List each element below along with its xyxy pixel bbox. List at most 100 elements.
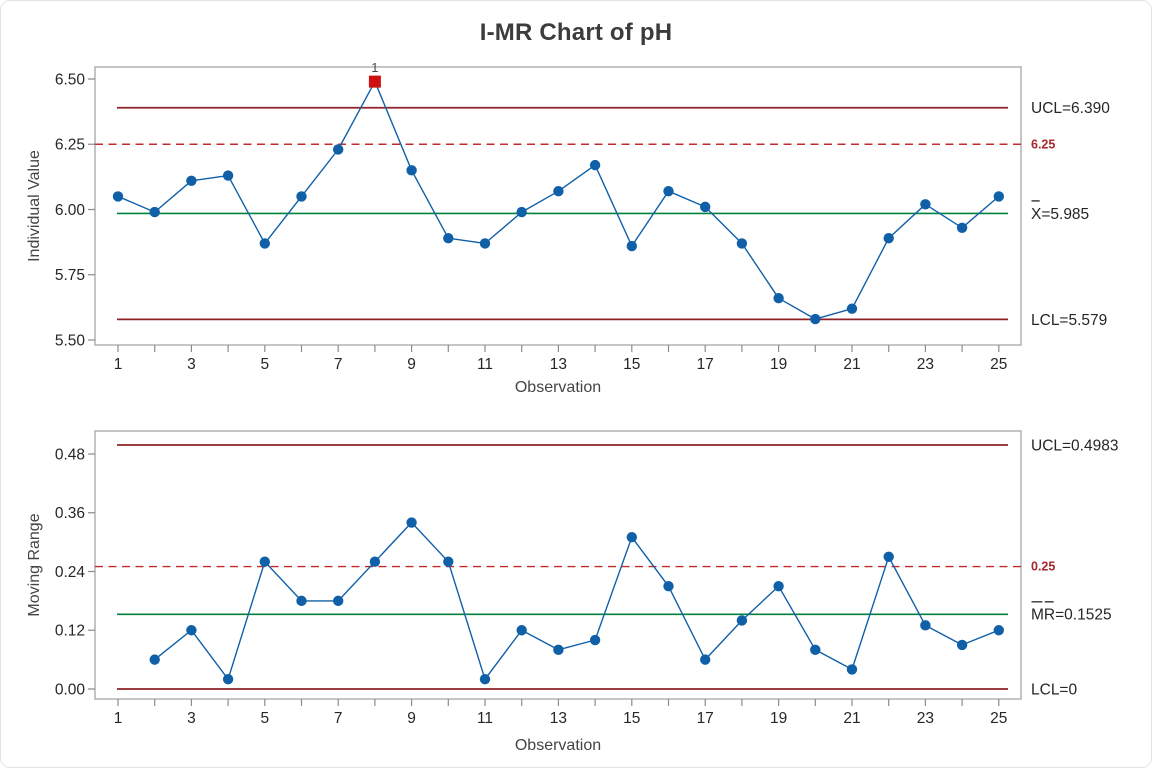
x-tick-label: 25 <box>990 356 1007 373</box>
x-tick-label: 17 <box>697 710 714 727</box>
data-point <box>773 293 784 304</box>
x-tick-label: 11 <box>477 356 493 373</box>
data-point <box>700 654 711 665</box>
data-point <box>810 313 821 325</box>
lcl-label: LCL=5.579 <box>1031 312 1107 329</box>
data-point <box>553 644 564 656</box>
x-tick-label: 15 <box>623 356 640 373</box>
data-point <box>222 170 234 181</box>
x-tick-label: 1 <box>114 710 123 727</box>
data-point <box>589 159 601 171</box>
data-point <box>222 674 234 685</box>
x-axis-title: Observation <box>515 379 601 396</box>
center-line-label: MR=0.1525 <box>1031 607 1112 624</box>
data-point <box>736 615 748 626</box>
x-tick-label: 17 <box>697 356 714 373</box>
x-tick-label: 21 <box>843 356 860 373</box>
data-point <box>846 303 858 314</box>
x-tick-label: 1 <box>114 356 123 373</box>
data-point <box>406 165 417 176</box>
data-point <box>479 238 491 249</box>
x-tick-label: 19 <box>770 356 787 373</box>
data-point <box>516 206 527 218</box>
data-point <box>369 556 381 567</box>
x-tick-label: 23 <box>917 710 934 727</box>
x-tick-label: 5 <box>260 356 269 373</box>
data-point <box>663 186 674 197</box>
moving-range-chart: 0.480.360.240.120.001 3 5 7 9 11 13 15 17 19 21 23 2… <box>26 430 1118 754</box>
data-point <box>186 175 197 186</box>
data-point <box>700 201 711 213</box>
y-tick-label: 6.25 <box>55 137 85 154</box>
data-point <box>883 233 894 244</box>
y-tick-label: 6.00 <box>55 202 86 219</box>
data-point <box>846 664 858 675</box>
y-tick-label: 0.36 <box>55 505 85 522</box>
data-point <box>810 644 821 656</box>
x-tick-label: 13 <box>550 710 567 727</box>
data-point <box>956 222 968 233</box>
data-point <box>736 238 748 249</box>
data-point <box>296 595 307 607</box>
data-point <box>663 580 674 592</box>
spec-limit-label: 0.25 <box>1031 560 1055 574</box>
x-tick-label: 13 <box>550 356 567 373</box>
y-tick-label: 0.48 <box>55 446 85 463</box>
ucl-label: UCL=0.4983 <box>1031 437 1118 454</box>
data-point <box>553 186 564 197</box>
data-point <box>589 634 601 646</box>
y-tick-label: 5.75 <box>55 267 85 284</box>
chart-title: I-MR Chart of pH <box>479 19 673 46</box>
data-series-line <box>117 80 1000 320</box>
data-point <box>920 199 931 210</box>
data-point <box>920 620 931 631</box>
y-tick-label: 5.50 <box>55 332 86 349</box>
x-tick-label: 11 <box>477 710 493 727</box>
data-series-line <box>154 521 1000 680</box>
y-tick-label: 0.00 <box>55 681 86 698</box>
data-point <box>259 556 270 567</box>
data-point <box>883 551 894 563</box>
x-tick-label: 25 <box>990 710 1007 727</box>
x-tick-label: 3 <box>187 710 196 727</box>
x-tick-label: 9 <box>407 710 416 727</box>
data-point <box>333 595 344 607</box>
center-line-label: X=5.985 <box>1031 206 1089 223</box>
data-point <box>956 639 968 651</box>
x-tick-label: 5 <box>260 710 269 727</box>
data-point <box>516 625 527 636</box>
x-tick-label: 3 <box>187 356 196 373</box>
spec-limit-label: 6.25 <box>1031 137 1055 151</box>
x-tick-label: 15 <box>623 710 640 727</box>
lcl-label: LCL=0 <box>1031 681 1077 698</box>
data-point <box>406 517 417 528</box>
individual-value-chart: 6.506.256.005.755.501 3 5 7 9 11 13 15 17 19 21 23 2… <box>26 60 1110 396</box>
out-of-control-point <box>368 75 381 88</box>
y-tick-label: 6.50 <box>55 71 86 88</box>
data-point <box>773 580 784 592</box>
data-point <box>443 556 454 567</box>
test-failure-flag-label: 1 <box>371 60 378 75</box>
x-tick-label: 7 <box>334 356 343 373</box>
data-point <box>443 233 454 244</box>
y-axis-title: Individual Value <box>26 150 43 262</box>
data-point <box>626 532 637 543</box>
x-tick-label: 19 <box>770 710 787 727</box>
data-point <box>296 191 307 202</box>
data-point <box>993 191 1004 202</box>
y-tick-label: 0.12 <box>55 623 85 640</box>
data-point <box>259 238 270 249</box>
x-tick-label: 7 <box>334 710 343 727</box>
y-tick-label: 0.24 <box>55 564 86 581</box>
data-point <box>149 654 160 665</box>
data-point <box>626 240 637 252</box>
data-point <box>993 625 1004 636</box>
plot-area-border <box>94 66 1022 346</box>
data-point <box>112 191 124 202</box>
data-point <box>186 625 197 636</box>
x-axis-title: Observation <box>515 737 601 754</box>
y-axis-title: Moving Range <box>26 513 43 616</box>
data-point <box>333 144 344 155</box>
